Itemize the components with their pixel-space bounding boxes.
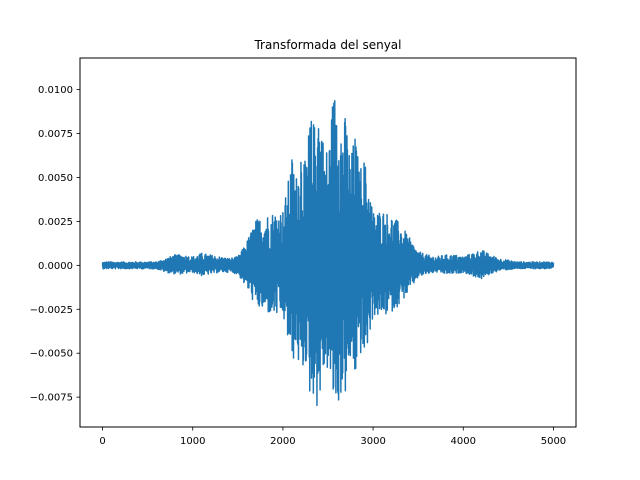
axes-frame xyxy=(79,57,577,428)
signal-line xyxy=(101,99,555,407)
plot-area xyxy=(101,99,555,407)
y-tick-label: 0.0075 xyxy=(38,129,73,140)
y-tick-label: −0.0025 xyxy=(30,305,73,316)
y-tick-label: 0.0025 xyxy=(38,217,73,228)
x-tick-label: 5000 xyxy=(541,436,566,447)
y-tick-label: 0.0000 xyxy=(38,261,73,272)
x-tick-label: 3000 xyxy=(360,436,385,447)
x-tick-label: 4000 xyxy=(451,436,476,447)
x-tick-label: 1000 xyxy=(180,436,205,447)
y-tick-label: −0.0050 xyxy=(30,349,73,360)
x-tick-label: 2000 xyxy=(270,436,295,447)
y-tick-label: −0.0075 xyxy=(30,393,73,404)
x-tick-label: 0 xyxy=(99,436,105,447)
chart-title: Transformada del senyal xyxy=(253,38,401,52)
axes: 0 1000 2000 3000 4000 5000 −0.0075 −0.0050 −0.00… xyxy=(30,85,567,447)
y-tick-label: 0.0050 xyxy=(38,173,73,184)
y-tick-label: 0.0100 xyxy=(38,85,73,96)
